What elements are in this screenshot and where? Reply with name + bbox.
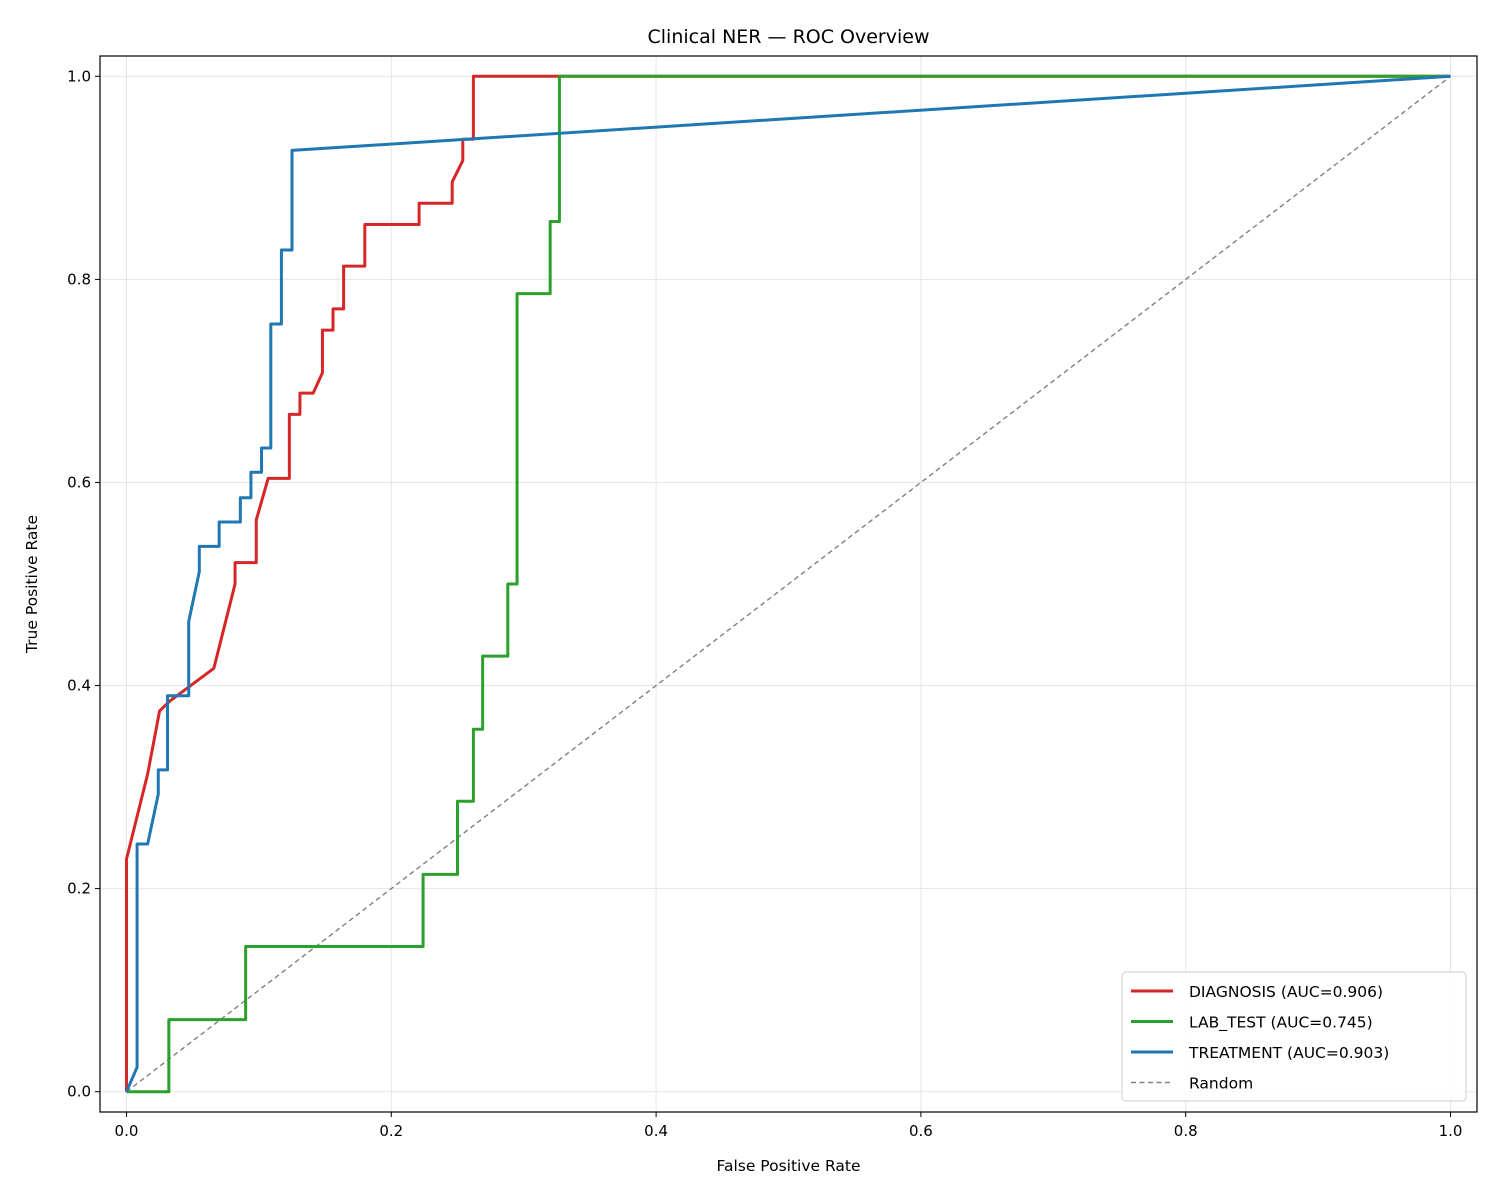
series-line-lab-test <box>126 74 1451 1094</box>
legend: DIAGNOSIS (AUC=0.906) LAB_TEST (AUC=0.745… <box>1121 971 1467 1102</box>
x-tick-label: 0.8 <box>1174 1122 1198 1140</box>
x-tick-label: 1.0 <box>1439 1122 1463 1140</box>
random-baseline-layer <box>126 75 1451 1093</box>
y-tick-label: 0.4 <box>67 677 91 695</box>
x-tick-label: 0.6 <box>909 1122 933 1140</box>
series-layer <box>124 74 1451 1094</box>
y-tick-label: 1.0 <box>67 67 91 85</box>
legend-box <box>1121 971 1467 1102</box>
chart-title: Clinical NER — ROC Overview <box>648 26 930 48</box>
y-axis-label: True Positive Rate <box>23 515 41 654</box>
x-axis-ticks: 0.0 0.2 0.4 0.6 0.8 1.0 <box>115 1112 1463 1140</box>
y-tick-label: 0.0 <box>67 1083 91 1101</box>
series-line-treatment <box>125 74 1451 1093</box>
x-tick-label: 0.0 <box>115 1122 139 1140</box>
y-tick-label: 0.6 <box>67 473 91 491</box>
series-line-random <box>126 75 1451 1093</box>
x-axis-label: False Positive Rate <box>716 1157 860 1175</box>
x-tick-label: 0.4 <box>644 1122 668 1140</box>
y-axis-ticks: 0.0 0.2 0.4 0.6 0.8 1.0 <box>67 67 100 1101</box>
legend-label-random: Random <box>1189 1075 1253 1093</box>
grid <box>100 56 1477 1112</box>
x-tick-label: 0.2 <box>379 1122 403 1140</box>
series-line-diagnosis <box>124 74 1451 1092</box>
legend-label-diagnosis: DIAGNOSIS (AUC=0.906) <box>1189 983 1383 1001</box>
legend-label-treatment: TREATMENT (AUC=0.903) <box>1188 1044 1389 1062</box>
y-tick-label: 0.8 <box>67 270 91 288</box>
legend-label-lab-test: LAB_TEST (AUC=0.745) <box>1189 1014 1373 1033</box>
y-tick-label: 0.2 <box>67 880 91 898</box>
plot-frame <box>99 55 1478 1113</box>
